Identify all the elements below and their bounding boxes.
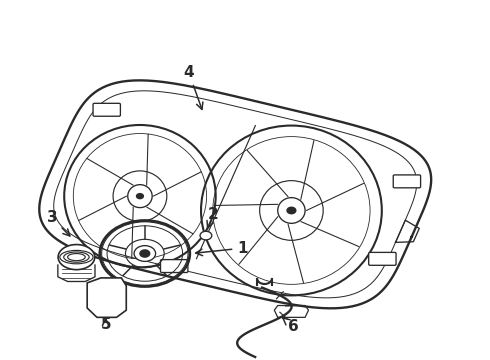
Text: 4: 4 [183,65,203,109]
FancyBboxPatch shape [93,103,121,116]
Text: 1: 1 [196,240,248,256]
Text: 6: 6 [282,318,298,334]
Ellipse shape [278,198,305,223]
Polygon shape [87,278,126,318]
FancyBboxPatch shape [393,175,420,188]
Circle shape [140,250,150,257]
FancyBboxPatch shape [368,252,396,265]
Text: 5: 5 [100,317,111,332]
Circle shape [200,231,212,240]
Circle shape [287,207,296,214]
Ellipse shape [58,244,95,270]
Text: 2: 2 [207,207,219,228]
Ellipse shape [134,246,156,261]
FancyBboxPatch shape [161,260,188,273]
Text: 3: 3 [47,210,70,236]
Ellipse shape [128,185,152,208]
Circle shape [137,194,144,199]
